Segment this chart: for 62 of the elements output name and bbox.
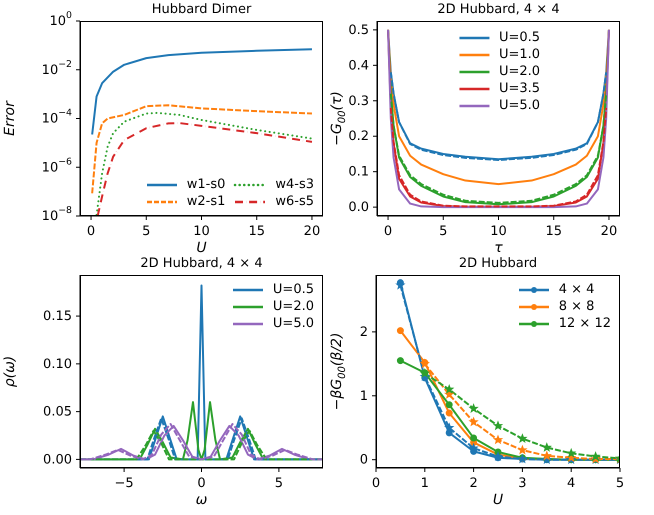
chart-title: 2D Hubbard, 4 × 4 (436, 2, 561, 17)
x-tick-label: 15 (545, 224, 562, 239)
x-axis-title: τ (494, 240, 504, 256)
x-axis-title: U (196, 240, 207, 256)
legend-label: U=0.5 (498, 30, 540, 45)
y-tick-label: 0.15 (43, 308, 72, 324)
y-tick-label: 0 (360, 452, 368, 468)
x-tick-label: 0 (384, 224, 392, 239)
x-tick-label: 10 (193, 224, 210, 239)
chart-title: 2D Hubbard (458, 256, 538, 271)
x-tick-label: 0 (372, 476, 380, 491)
x-tick-label: 2 (469, 476, 478, 491)
y-tick-label: 0.1 (348, 164, 369, 180)
legend-label: U=0.5 (272, 282, 314, 297)
y-tick-label: 0.5 (348, 22, 369, 38)
y-tick-label: 0.10 (43, 356, 72, 372)
x-tick-label: 3 (518, 476, 527, 491)
x-tick-label: 1 (420, 476, 429, 491)
x-tick-label: 4 (567, 476, 576, 491)
y-axis-title: Error (2, 100, 18, 136)
chart-title: 2D Hubbard, 4 × 4 (139, 256, 264, 271)
x-axis-title: ω (196, 492, 208, 508)
legend-label: w2-s1 (186, 194, 226, 209)
x-tick-label: 10 (490, 224, 507, 239)
x-tick-label: 20 (304, 224, 320, 239)
x-tick-label: 0 (197, 476, 206, 491)
x-tick-label: 15 (248, 224, 265, 239)
legend-label: U=5.0 (272, 316, 314, 331)
y-tick-label: 0.4 (348, 58, 369, 73)
y-axis-title: ρ(ω) (2, 356, 18, 388)
x-tick-label: 5 (616, 476, 624, 491)
legend-label: w1-s0 (186, 177, 226, 192)
x-tick-label: 5 (274, 476, 284, 491)
y-tick-label: 0.3 (348, 93, 369, 108)
legend-label: 8 × 8 (558, 299, 594, 314)
legend-label: U=3.5 (498, 81, 540, 96)
x-tick-label: 0 (86, 224, 96, 239)
x-tick-label: 5 (439, 224, 448, 239)
x-tick-label: 5 (142, 224, 150, 239)
y-tick-label: 0.05 (43, 404, 72, 420)
y-tick-label: 0.2 (348, 128, 369, 144)
x-tick-label: 20 (600, 224, 618, 239)
legend-label: U=5.0 (498, 98, 540, 113)
y-tick-label: 1 (360, 388, 368, 404)
legend-label: U=2.0 (272, 299, 314, 314)
legend-label: 12 × 12 (558, 316, 611, 331)
legend-label: 4 × 4 (558, 282, 594, 297)
x-axis-title: U (492, 492, 504, 508)
chart-title: Hubbard Dimer (150, 2, 252, 17)
y-tick-label: 10$^{−2}$ (42, 58, 72, 78)
y-tick-label: 2 (360, 324, 368, 340)
y-tick-label: 0.0 (348, 200, 369, 215)
legend-label: U=1.0 (498, 47, 540, 62)
y-tick-label: 10$^{−6}$ (42, 156, 72, 175)
y-tick-label: 0.00 (43, 452, 72, 467)
y-tick-label: 10$^{−4}$ (42, 108, 72, 126)
legend-label: U=2.0 (498, 64, 540, 79)
legend-label: w6-s5 (275, 194, 314, 209)
y-tick-label: 10$^{0}$ (50, 10, 72, 28)
x-tick-label: −5 (114, 476, 134, 491)
y-tick-label: 10$^{−8}$ (42, 205, 72, 224)
legend-label: w4-s3 (275, 177, 314, 192)
